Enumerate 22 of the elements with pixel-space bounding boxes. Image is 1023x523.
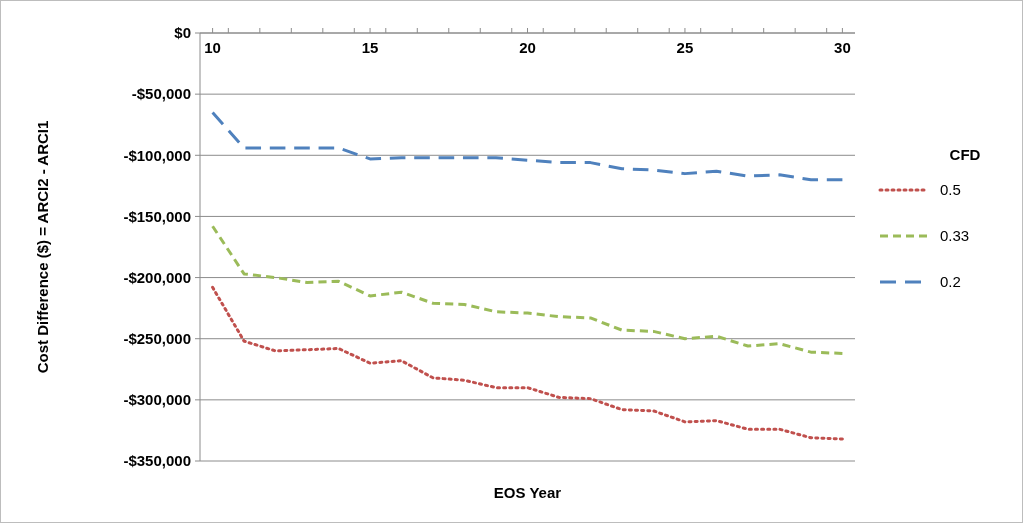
line-series: [211, 285, 844, 441]
x-tick-label: 15: [361, 39, 379, 56]
y-tick-label: -$250,000: [123, 329, 191, 347]
y-axis-title: Cost Difference ($) = ARCI2 - ARCI1: [34, 120, 51, 374]
y-tick-label: -$50,000: [131, 85, 191, 103]
x-tick-label: 10: [204, 39, 221, 56]
y-tick-label: -$300,000: [123, 391, 191, 409]
x-tick-label: 30: [834, 39, 851, 56]
x-axis-title: EOS Year: [493, 484, 562, 501]
legend-label: 0.5: [940, 181, 961, 199]
y-tick-label: $0: [174, 24, 191, 42]
y-tick-label: -$350,000: [123, 452, 191, 470]
legend-label: 0.2: [940, 273, 961, 291]
line-series: [211, 110, 844, 182]
y-tick-label: -$200,000: [123, 268, 191, 286]
legend-title: CFD: [949, 146, 981, 163]
x-tick-label: 20: [519, 39, 536, 56]
y-tick-label: -$100,000: [123, 146, 191, 164]
line-series: [211, 224, 844, 355]
x-tick-label: 25: [676, 39, 694, 56]
y-tick-label: -$150,000: [123, 207, 191, 225]
legend-label: 0.33: [940, 227, 970, 245]
